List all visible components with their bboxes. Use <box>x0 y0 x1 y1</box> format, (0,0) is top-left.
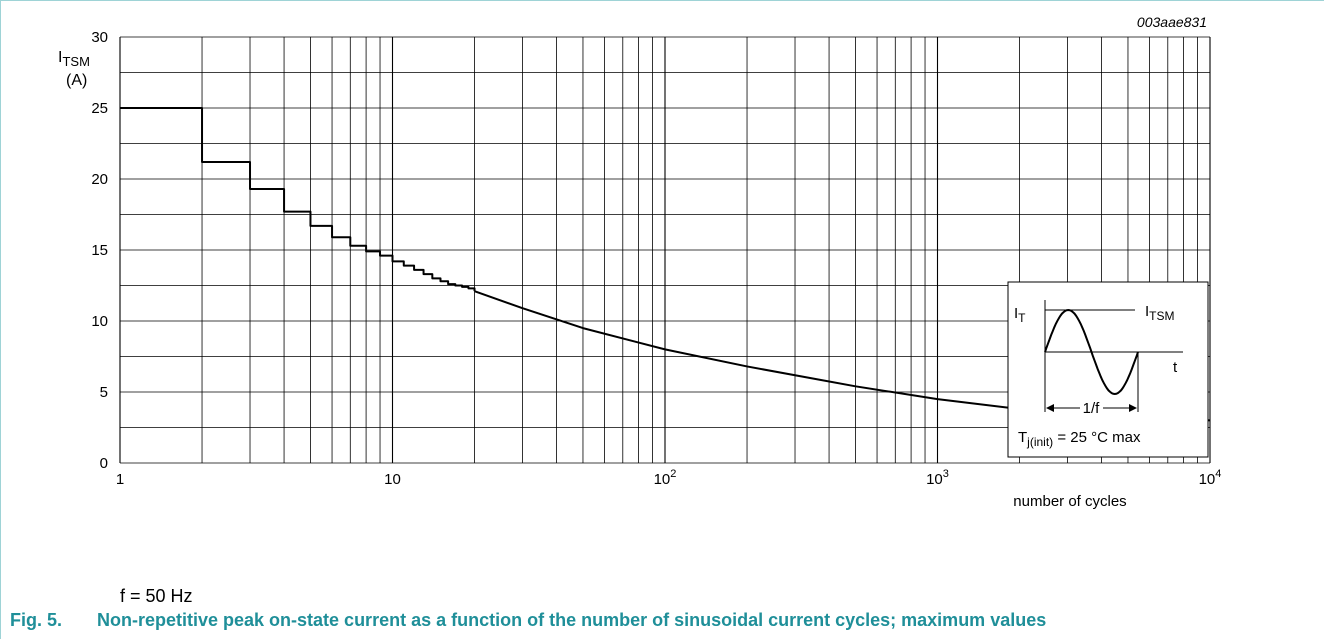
inset-arrowhead-right <box>1129 404 1137 412</box>
y-tick-label: 25 <box>91 100 108 117</box>
y-tick-label: 20 <box>91 171 108 188</box>
x-tick-exponent: 2 <box>670 468 676 480</box>
inset-label-itsm: ITSM <box>1145 303 1175 323</box>
x-tick-base: 10 <box>1199 471 1216 488</box>
x-tick-labels: 1 10 102 103 104 <box>116 468 1222 488</box>
caption-text: Non-repetitive peak on-state current as … <box>97 610 1047 630</box>
inset-label-it-sub: T <box>1018 311 1026 325</box>
inset-box <box>1007 281 1209 458</box>
x-tick-label: 10 <box>384 471 401 488</box>
x-tick-base: 10 <box>926 471 943 488</box>
inset-condition-main: T <box>1018 429 1027 446</box>
y-tick-label: 10 <box>91 313 108 330</box>
x-tick-base: 1 <box>116 471 124 488</box>
inset-sine-wave <box>1044 308 1139 396</box>
x-tick-exponent: 3 <box>943 468 949 480</box>
y-tick-label: 15 <box>91 242 108 259</box>
x-tick-label: 102 <box>654 468 677 488</box>
inset-label-period: 1/f <box>1083 400 1101 417</box>
inset-condition: Tj(init) = 25 °C max <box>1018 429 1141 449</box>
inset-label-it-main: I <box>1014 305 1018 322</box>
y-tick-label: 5 <box>100 384 108 401</box>
inset-label-t: t <box>1173 359 1178 376</box>
curve-step-segment <box>120 107 476 292</box>
x-tick-exponent: 4 <box>1215 468 1221 480</box>
x-tick-label: 104 <box>1199 468 1222 488</box>
y-tick-label: 30 <box>91 29 108 46</box>
y-tick-label: 0 <box>100 455 108 472</box>
inset-waveform: IT ITSM t 1/f Tj(init) = 25 °C max <box>1007 281 1209 458</box>
inset-arrowhead-left <box>1046 404 1054 412</box>
x-tick-label: 1 <box>116 471 124 488</box>
y-axis-title: ITSM <box>58 49 90 69</box>
x-tick-base: 10 <box>654 471 671 488</box>
inset-condition-sub: j(init) <box>1026 435 1053 449</box>
x-axis-title: number of cycles <box>1013 493 1126 510</box>
inset-label-itsm-sub: TSM <box>1149 309 1174 323</box>
figure-code: 003aae831 <box>1137 14 1207 30</box>
caption-number: Fig. 5. <box>10 610 63 630</box>
inset-label-itsm-main: I <box>1145 303 1149 320</box>
x-tick-label: 103 <box>926 468 949 488</box>
grid-lines <box>119 36 1211 464</box>
x-tick-base: 10 <box>384 471 401 488</box>
inset-label-it: IT <box>1014 305 1026 325</box>
frequency-note: f = 50 Hz <box>120 586 193 606</box>
y-axis-unit: (A) <box>66 72 87 89</box>
y-axis-title-sub: TSM <box>62 54 89 69</box>
y-axis-title-main: I <box>58 49 62 66</box>
figure-caption: Fig. 5. Non-repetitive peak on-state cur… <box>10 607 1305 633</box>
y-tick-labels: 0 5 10 15 20 25 30 <box>91 29 108 472</box>
inset-condition-rest: = 25 °C max <box>1053 429 1141 446</box>
